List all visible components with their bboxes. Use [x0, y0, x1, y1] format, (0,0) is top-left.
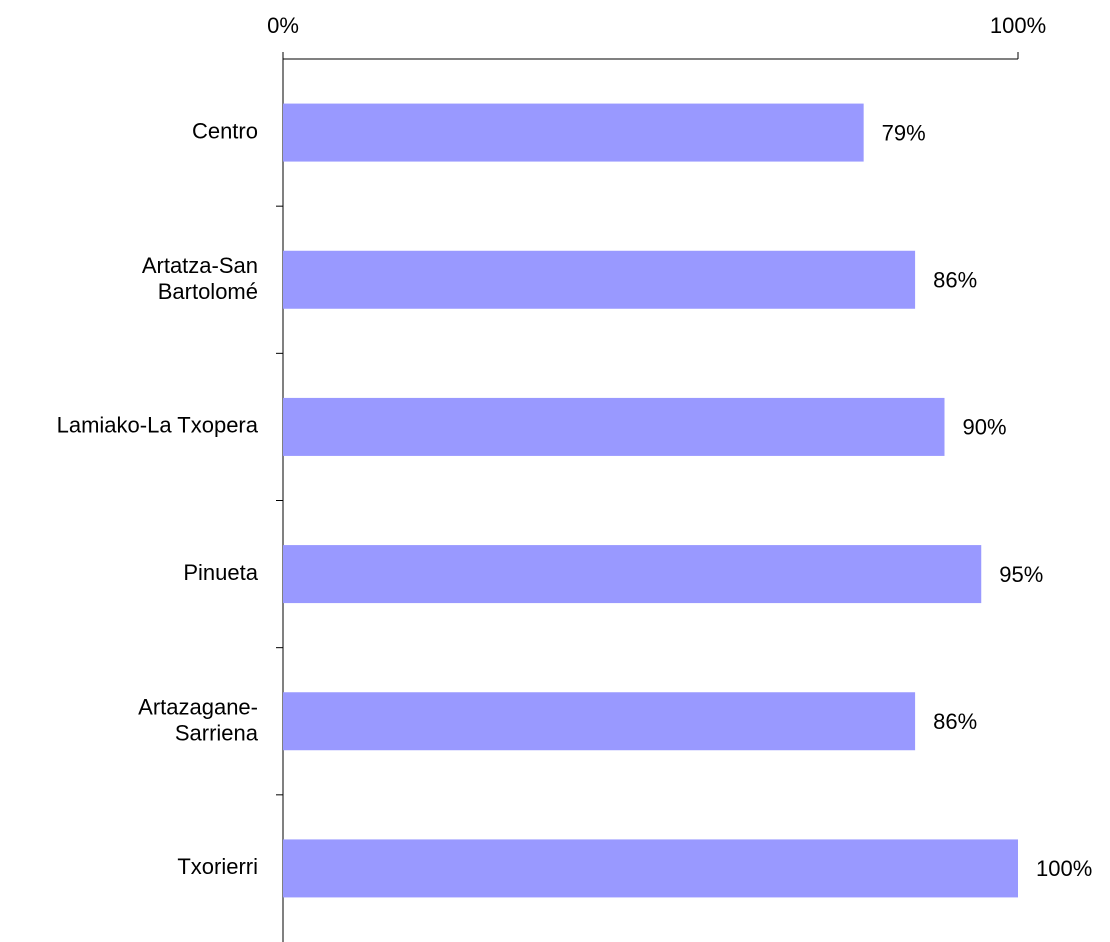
y-tick-label: Pinueta [183, 560, 258, 585]
bar [283, 250, 916, 309]
y-tick-label: Artatza-San Bartolomé [142, 253, 258, 304]
bar [283, 397, 945, 456]
data-label: 100% [1036, 856, 1092, 881]
x-tick-label: 100% [990, 13, 1046, 38]
data-label: 86% [933, 709, 977, 734]
bar [283, 839, 1018, 898]
x-tick-label: 0% [267, 13, 299, 38]
data-label: 79% [882, 120, 926, 145]
bar [283, 103, 864, 162]
y-tick-label: Artazagane-Sarriena [138, 694, 259, 745]
bar [283, 692, 916, 751]
data-label: 86% [933, 268, 977, 293]
y-tick-label: Centro [192, 118, 258, 143]
y-tick-label: Lamiako-La Txopera [57, 413, 259, 438]
data-label: 95% [999, 562, 1043, 587]
data-label: 90% [963, 415, 1007, 440]
bar [283, 545, 982, 604]
y-tick-label: Txorierri [177, 854, 258, 879]
